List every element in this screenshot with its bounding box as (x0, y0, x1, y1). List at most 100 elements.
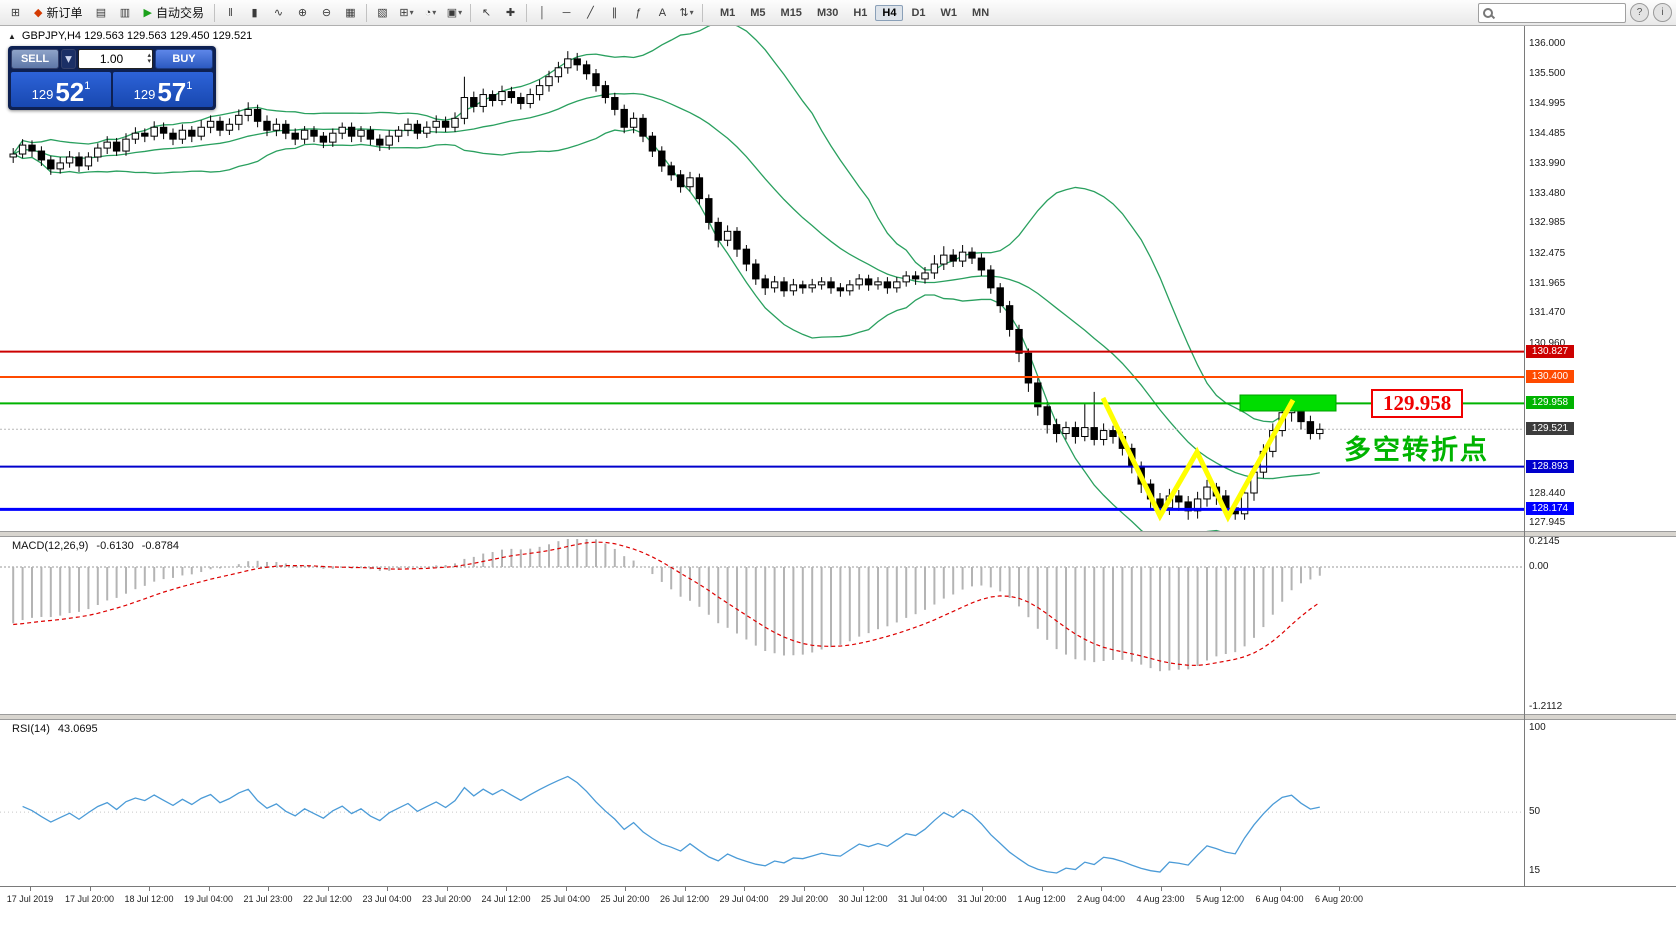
candle (733, 230, 741, 250)
line-chart-type-icon[interactable]: ∿ (267, 3, 290, 23)
collapse-arrow-icon[interactable]: ▲ (8, 31, 16, 41)
order-type-dropdown[interactable]: ▾ (61, 49, 76, 69)
candle (413, 123, 422, 134)
volume-stepper[interactable]: ▴ ▾ (147, 50, 151, 68)
timeframe-m5[interactable]: M5 (750, 6, 766, 19)
panel-splitter-rsi[interactable] (0, 714, 1676, 720)
text-label-icon-icon: A (658, 6, 667, 19)
new-chart-dropdown[interactable]: ⊞ ▾ (395, 3, 418, 23)
candle (37, 150, 46, 161)
candle (827, 281, 835, 289)
bar-chart-type-icon[interactable]: ‖ (219, 3, 242, 23)
rsi-canvas[interactable] (0, 720, 1524, 886)
help-icon[interactable]: ? (1630, 3, 1649, 22)
ask-big-digits: 57 (157, 77, 187, 107)
time-axis-tick (922, 887, 924, 891)
time-axis-label: 6 Aug 04:00 (1255, 894, 1304, 904)
cursor-icon[interactable]: ↖ (475, 3, 498, 23)
timeframe-h1[interactable]: H1 (853, 6, 868, 19)
candle (28, 144, 36, 152)
spin-up-icon[interactable]: ▴ (147, 52, 151, 59)
candle (1052, 424, 1061, 435)
price-chart-canvas[interactable] (0, 26, 1524, 531)
arrange-icon[interactable]: ▧ (371, 3, 394, 23)
candle (141, 132, 149, 137)
candle (911, 275, 920, 280)
timeframe-m30[interactable]: M30 (816, 6, 839, 19)
candle (1062, 427, 1070, 435)
time-axis-label: 1 Aug 12:00 (1017, 894, 1066, 904)
timeframe-m15[interactable]: M15 (780, 6, 802, 19)
new-chart-icon[interactable]: ⊞ (4, 3, 27, 23)
candle (545, 76, 553, 87)
time-axis[interactable]: 17 Jul 2019 17 Jul 20:00 18 Jul 12:00 19 Ju… (0, 886, 1676, 946)
tile-windows-icon[interactable]: ▦ (339, 3, 362, 23)
spin-down-icon[interactable]: ▾ (147, 58, 151, 65)
price-callout-label[interactable]: 129.958 (1371, 389, 1464, 418)
candle (376, 138, 384, 146)
price-scale-label: 132.985 (1529, 217, 1566, 229)
time-axis-label: 21 Jul 23:00 (243, 894, 293, 904)
toolbar: ⊞ ◆ 新订单 ▤ ▥ ▶ 自动交易 ‖ ▮ ∿ ⊕ ⊖ ▦ ▧ ⊞ ▾ ◔ ▾ ▣ ▾ ↖ ✚ │ ─ ╱ ∥ ƒ A ⇅ ▾ M1 M5 M… (0, 0, 1676, 26)
periods-dropdown[interactable]: ◔ ▾ (419, 3, 442, 23)
macd-canvas[interactable] (0, 537, 1524, 714)
shapes-dropdown[interactable]: ⇅ ▾ (675, 3, 698, 23)
candle (357, 129, 365, 137)
time-axis-tick (744, 887, 745, 891)
line-chart-type-icon-icon: ∿ (273, 7, 284, 19)
horizontal-line-icon[interactable]: ─ (555, 3, 578, 23)
text-label-icon[interactable]: A (651, 3, 674, 23)
profiles-icon[interactable]: ▤ (89, 3, 112, 23)
bid-price-display[interactable]: 129 52 1 (11, 72, 111, 107)
candle (592, 73, 600, 87)
time-axis-tick (268, 887, 269, 891)
sell-button[interactable]: SELL (11, 49, 59, 69)
candle (75, 156, 83, 167)
candle (1015, 328, 1023, 354)
zoom-out-icon[interactable]: ⊖ (315, 3, 338, 23)
trendline-icon[interactable]: ╱ (579, 3, 602, 23)
candlestick-type-icon[interactable]: ▮ (243, 3, 266, 23)
horizontal-line-icon-icon: ─ (562, 6, 571, 19)
candle (216, 120, 224, 131)
auto-trading-button[interactable]: ▶ 自动交易 (137, 3, 209, 23)
price-scale-label: 130.960 (1529, 337, 1566, 349)
timeframe-d1[interactable]: D1 (911, 6, 926, 19)
cursor-icon-icon: ↖ (481, 7, 492, 19)
timeframe-m1[interactable]: M1 (719, 6, 736, 19)
chevron-down-icon: ▾ (689, 8, 694, 17)
panel-splitter-macd[interactable] (0, 531, 1676, 537)
time-axis-label: 24 Jul 12:00 (481, 894, 531, 904)
new-order-button-label: 新订单 (46, 6, 83, 20)
channel-icon[interactable]: ∥ (603, 3, 626, 23)
timeframe-h4[interactable]: H4 (875, 4, 904, 21)
timeframe-mn[interactable]: MN (972, 6, 990, 19)
candle (582, 64, 591, 75)
arrange-icon-icon: ▧ (377, 7, 388, 19)
ask-price-display[interactable]: 129 57 1 (113, 72, 213, 107)
candle (705, 198, 713, 223)
candle (770, 281, 779, 289)
market-watch-icon[interactable]: ▥ (113, 3, 136, 23)
time-axis-tick (208, 887, 210, 891)
price-scale[interactable]: 136.000 135.500 134.995 134.485 133.990 133.4… (1524, 26, 1676, 886)
info-icon[interactable]: i (1653, 3, 1672, 22)
buy-button[interactable]: BUY (155, 49, 213, 69)
search-input[interactable] (1497, 5, 1622, 20)
candle (1081, 427, 1089, 438)
crosshair-icon[interactable]: ✚ (499, 3, 522, 23)
toolbar-right-cluster: ? i (1478, 2, 1672, 23)
chinese-annotation[interactable]: 多空转折点 (1344, 435, 1489, 466)
templates-dropdown[interactable]: ▣ ▾ (443, 3, 466, 23)
zoom-in-icon[interactable]: ⊕ (291, 3, 314, 23)
volume-input[interactable] (79, 50, 152, 68)
new-order-button[interactable]: ◆ 新订单 (28, 3, 88, 23)
vertical-line-icon[interactable]: │ (531, 3, 554, 23)
zigzag-drawing[interactable] (1100, 396, 1296, 523)
candle (235, 114, 243, 125)
time-axis-tick (1279, 887, 1281, 891)
timeframe-w1[interactable]: W1 (940, 6, 958, 19)
candle (996, 287, 1004, 307)
fibonacci-icon[interactable]: ƒ (627, 3, 650, 23)
